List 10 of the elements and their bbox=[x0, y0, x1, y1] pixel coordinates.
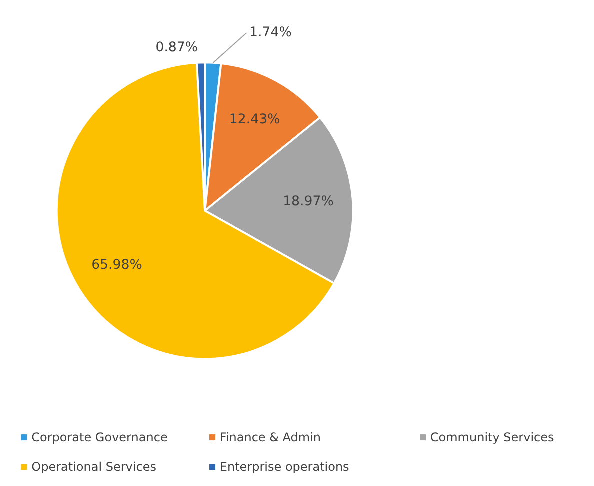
data-label: 0.87% bbox=[156, 40, 198, 56]
data-label: 18.97% bbox=[283, 194, 334, 210]
legend-label: Finance & Admin bbox=[220, 430, 322, 445]
data-label: 65.98% bbox=[92, 258, 142, 274]
data-label: 12.43% bbox=[229, 112, 280, 128]
legend-label: Corporate Governance bbox=[32, 430, 168, 445]
legend-label: Community Services bbox=[430, 430, 554, 445]
legend-label: Enterprise operations bbox=[220, 460, 350, 474]
data-label: 1.74% bbox=[250, 26, 292, 41]
legend-label: Operational Services bbox=[32, 460, 156, 474]
